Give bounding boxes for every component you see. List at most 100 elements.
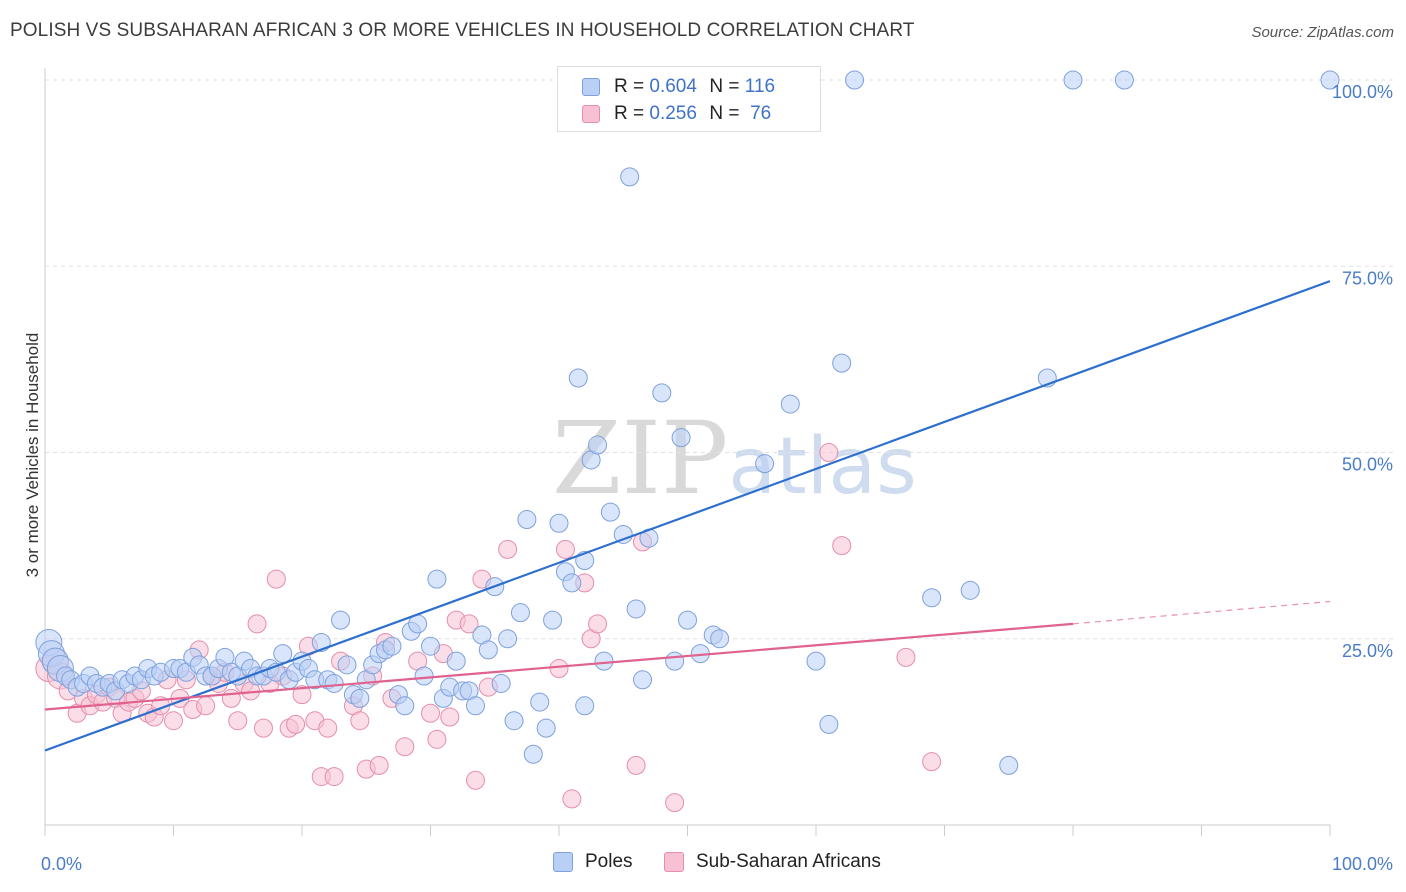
poles-point — [382, 636, 402, 656]
poles-point — [806, 651, 826, 671]
trend-lines — [44, 280, 1331, 752]
stats-row-ssa: R = 0.256 N = 76 — [582, 100, 810, 128]
ssa-point — [832, 536, 852, 556]
poles-point — [780, 394, 800, 414]
poles-point — [427, 569, 447, 589]
poles-point — [600, 502, 620, 522]
poles-point — [331, 610, 351, 630]
ssa-point — [164, 711, 183, 731]
legend-ssa-swatch — [664, 852, 684, 872]
ssa-point — [247, 614, 267, 634]
chart-source: Source: ZipAtlas.com — [1251, 24, 1394, 41]
poles-point — [530, 692, 550, 712]
poles-point — [665, 651, 685, 671]
poles-trend-line — [44, 280, 1331, 752]
ssa-points — [35, 443, 942, 813]
poles-point — [1320, 70, 1340, 90]
poles-point — [845, 70, 865, 90]
poles-point — [421, 636, 440, 656]
poles-swatch — [582, 78, 600, 96]
poles-point — [710, 629, 730, 649]
poles-point — [324, 673, 344, 693]
ssa-point — [292, 685, 312, 705]
poles-point — [491, 673, 511, 693]
ssa-r-value: 0.256 — [649, 103, 697, 124]
ssa-point — [549, 659, 569, 679]
x-tick-label-min: 0.0% — [41, 854, 82, 874]
ssa-point — [555, 539, 575, 559]
poles-point — [568, 368, 588, 388]
y-axis-label: 3 or more Vehicles in Household — [23, 333, 42, 578]
poles-point — [960, 580, 980, 600]
ssa-point — [465, 770, 485, 790]
ssa-point — [266, 569, 286, 589]
ssa-point — [286, 714, 306, 734]
poles-point — [523, 744, 543, 764]
poles-point — [575, 696, 595, 716]
ssa-swatch — [582, 105, 600, 123]
ssa-point — [350, 711, 370, 731]
ssa-point — [626, 755, 646, 775]
ssa-point — [498, 539, 518, 559]
ssa-point — [896, 647, 916, 667]
poles-point — [536, 718, 556, 738]
poles-point — [350, 688, 370, 708]
ssa-point — [228, 711, 248, 731]
axes — [44, 68, 1331, 836]
poles-point — [755, 454, 775, 474]
poles-points — [35, 70, 1340, 775]
poles-point — [620, 167, 640, 187]
poles-point — [446, 651, 466, 671]
poles-point — [517, 510, 537, 530]
x-tick-label-max: 100.0% — [1332, 854, 1393, 874]
poles-r-label: R = — [614, 76, 645, 97]
ssa-trend-extension — [1072, 600, 1331, 625]
poles-point — [588, 435, 608, 455]
legend-item-ssa: Sub-Saharan Africans — [664, 851, 881, 873]
poles-point — [626, 599, 646, 619]
poles-point — [337, 655, 357, 675]
ssa-point — [318, 718, 338, 738]
ssa-point — [819, 443, 839, 462]
poles-r-value: 0.604 — [649, 76, 697, 97]
poles-point — [999, 755, 1019, 775]
ssa-r-label: R = — [614, 103, 645, 124]
poles-point — [819, 714, 839, 734]
poles-n-value: 116 — [744, 76, 776, 97]
ssa-point — [440, 707, 460, 727]
poles-point — [395, 696, 415, 716]
ssa-point — [562, 789, 582, 809]
poles-point — [832, 353, 852, 373]
poles-point — [465, 696, 485, 716]
grid-lines — [45, 79, 1395, 640]
stats-row-poles: R = 0.604 N = 116 — [582, 73, 805, 101]
poles-point — [594, 651, 614, 671]
tick-labels: 25.0% 50.0% 75.0% 100.0% 0.0% 100.0% — [41, 82, 1393, 874]
poles-n-label: N = — [709, 76, 740, 97]
y-tick-label: 25.0% — [1342, 641, 1393, 661]
chart-title: POLISH VS SUBSAHARAN AFRICAN 3 OR MORE V… — [10, 20, 915, 41]
poles-point — [671, 428, 691, 448]
watermark-zip: ZIP — [552, 400, 729, 517]
ssa-point — [369, 755, 389, 775]
ssa-point — [253, 718, 273, 738]
ssa-trend-line — [44, 622, 1074, 711]
ssa-point — [324, 767, 344, 787]
y-tick-label: 75.0% — [1342, 268, 1393, 288]
legend-poles-label: Poles — [585, 851, 633, 872]
ssa-point — [588, 614, 608, 634]
ssa-point — [395, 737, 415, 757]
poles-point — [633, 670, 653, 690]
y-tick-label: 50.0% — [1342, 455, 1393, 475]
poles-point — [562, 573, 582, 593]
poles-point — [504, 711, 524, 731]
stats-legend: R = 0.604 N = 116 R = 0.256 N = 76 — [557, 66, 821, 132]
legend-ssa-label: Sub-Saharan Africans — [696, 851, 881, 872]
y-tick-label: 100.0% — [1332, 82, 1393, 102]
poles-point — [613, 524, 633, 544]
poles-point — [549, 513, 569, 533]
poles-point — [273, 644, 293, 664]
ssa-n-label: N = — [709, 103, 740, 124]
poles-point — [478, 640, 498, 660]
